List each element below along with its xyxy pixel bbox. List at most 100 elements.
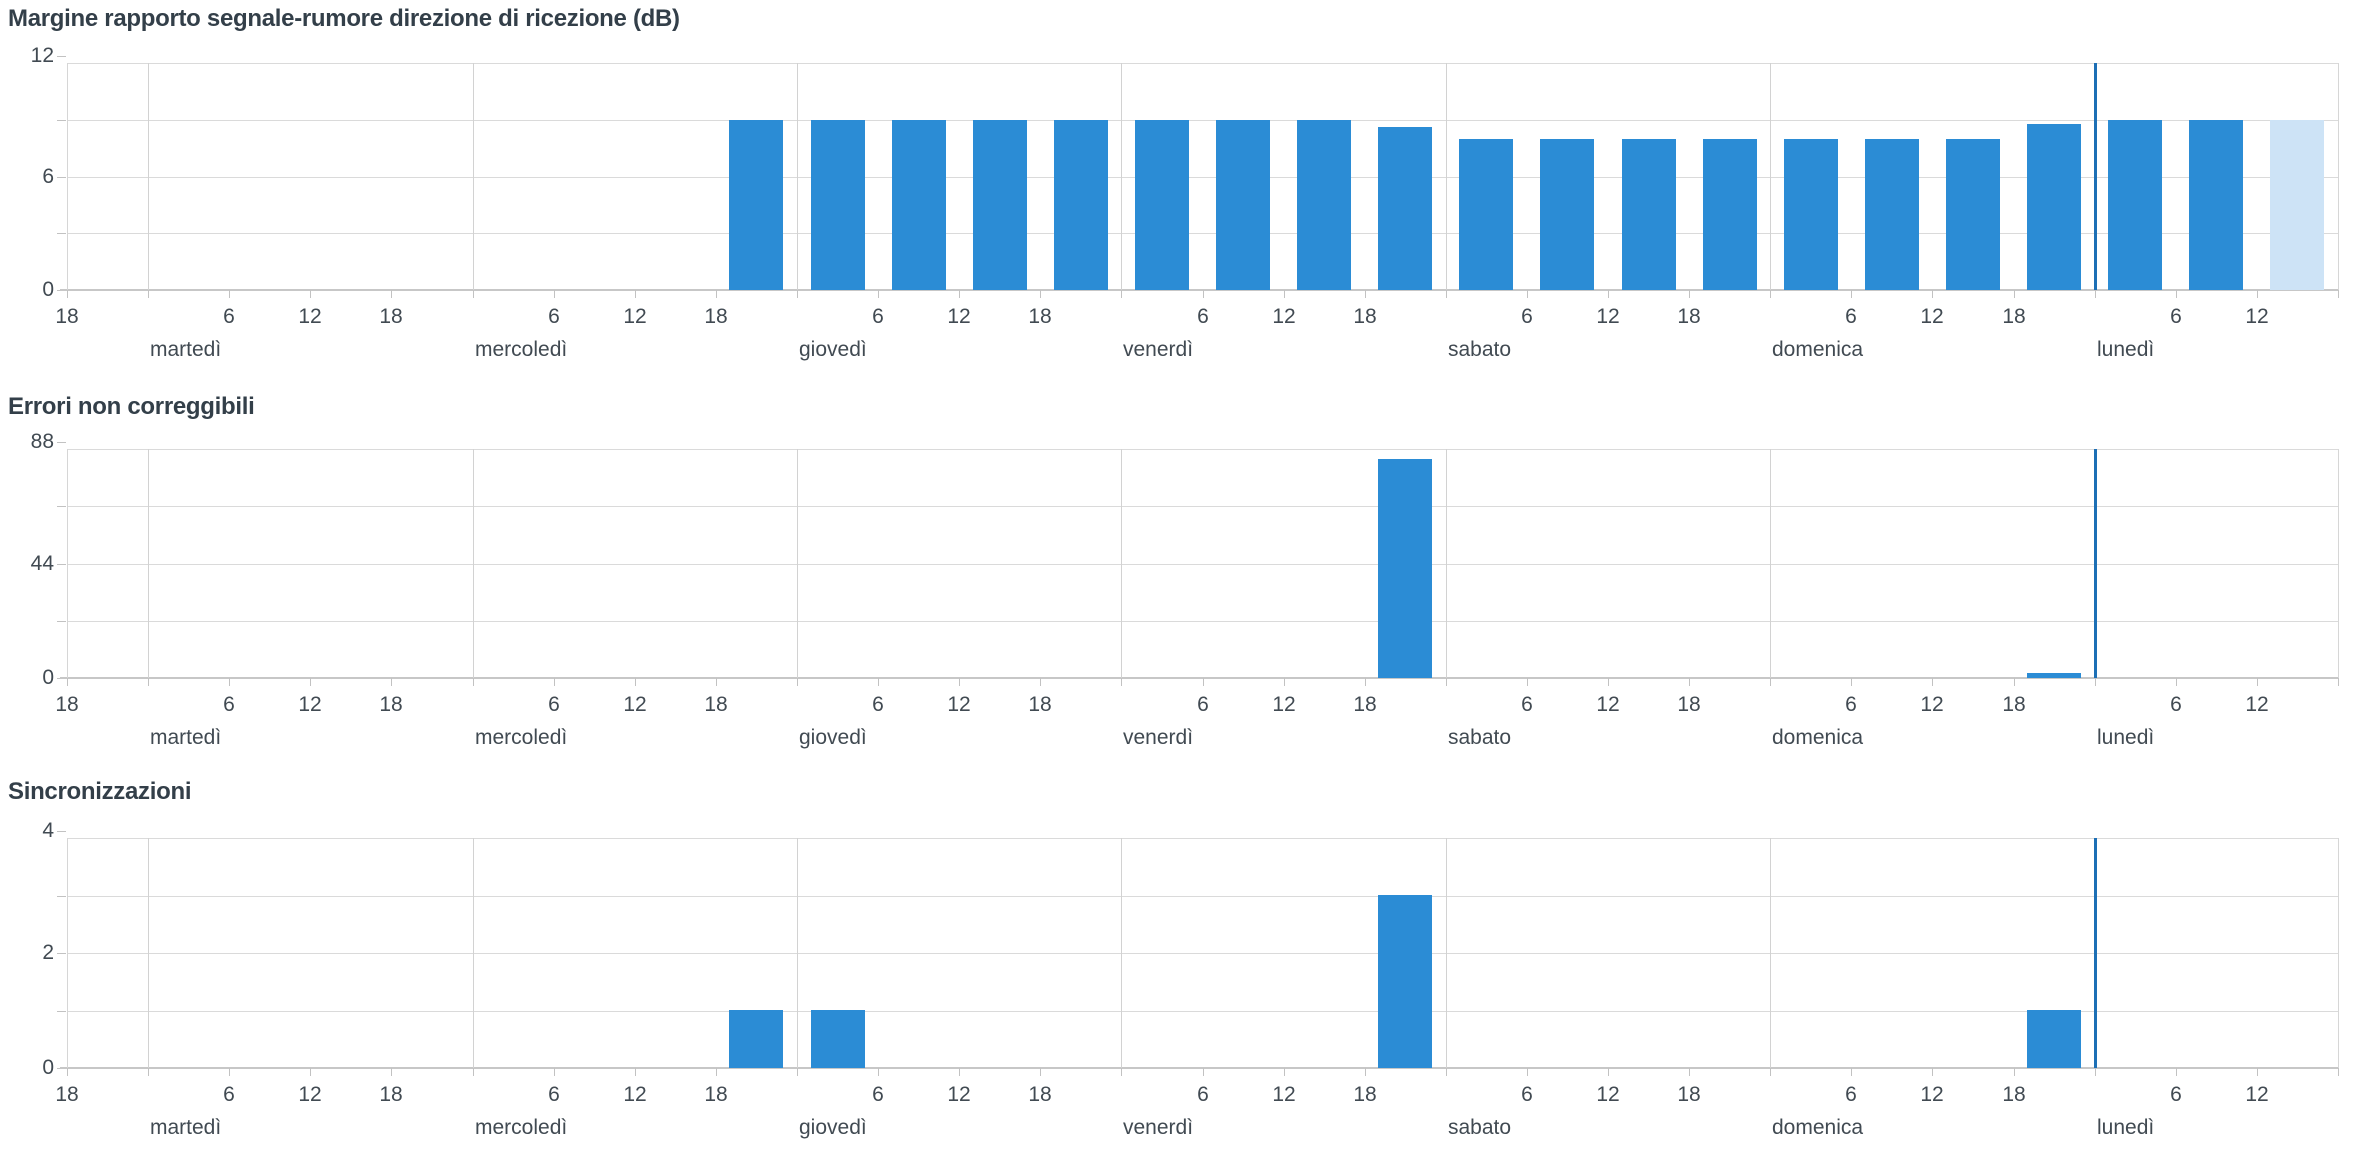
x-tick — [310, 678, 311, 686]
x-tick — [229, 678, 230, 686]
y-tick — [57, 953, 66, 954]
x-tick-label: 12 — [947, 1083, 971, 1106]
x-tick — [959, 678, 960, 686]
x-tick — [1527, 1068, 1528, 1076]
day-label: lunedì — [2097, 1116, 2155, 1139]
x-tick-label: 12 — [298, 1083, 322, 1106]
x-tick — [2176, 1068, 2177, 1076]
x-tick — [2257, 290, 2258, 298]
x-tick — [797, 1068, 798, 1076]
y-tick — [57, 564, 66, 565]
x-tick — [1851, 1068, 1852, 1076]
x-tick-label: 6 — [548, 1083, 560, 1106]
x-tick — [554, 290, 555, 298]
x-tick — [1770, 290, 1771, 298]
y-tick-label: 2 — [42, 941, 54, 964]
x-tick-label: 12 — [1272, 693, 1296, 716]
x-tick — [635, 1068, 636, 1076]
x-tick-label: 12 — [2245, 305, 2269, 328]
x-tick-label: 18 — [2002, 1083, 2026, 1106]
x-tick — [1203, 290, 1204, 298]
y-gridline — [67, 233, 2338, 234]
day-boundary-gridline — [1121, 63, 1122, 298]
bar — [811, 1010, 865, 1068]
bar — [892, 120, 946, 290]
bar — [973, 120, 1027, 290]
day-label: domenica — [1772, 338, 1864, 361]
day-label: giovedì — [799, 338, 867, 361]
bar — [2027, 124, 2081, 290]
x-tick — [1040, 1068, 1041, 1076]
x-tick — [1932, 1068, 1933, 1076]
x-tick-label: 18 — [55, 693, 79, 716]
x-tick — [797, 290, 798, 298]
x-tick — [391, 1068, 392, 1076]
y-tick — [57, 1011, 66, 1012]
x-tick — [148, 1068, 149, 1076]
day-boundary-gridline — [473, 63, 474, 298]
x-tick — [310, 290, 311, 298]
x-tick — [1203, 1068, 1204, 1076]
x-tick — [2338, 678, 2339, 686]
x-tick-label: 12 — [298, 693, 322, 716]
bar — [1135, 120, 1189, 290]
x-tick — [1040, 678, 1041, 686]
x-tick-label: 12 — [1920, 1083, 1944, 1106]
day-label: lunedì — [2097, 338, 2155, 361]
x-tick-label: 12 — [1920, 305, 1944, 328]
y-tick — [57, 506, 66, 507]
x-tick-label: 18 — [1028, 693, 1052, 716]
x-tick — [148, 678, 149, 686]
plot-left-border — [67, 838, 68, 1068]
x-tick — [2338, 290, 2339, 298]
x-tick — [1365, 290, 1366, 298]
day-boundary-gridline — [1770, 449, 1771, 686]
x-tick — [391, 290, 392, 298]
day-boundary-gridline — [1121, 838, 1122, 1076]
y-gridline — [67, 896, 2338, 897]
x-tick-label: 12 — [2245, 693, 2269, 716]
x-tick — [1608, 678, 1609, 686]
x-tick — [1851, 290, 1852, 298]
x-tick — [1284, 1068, 1285, 1076]
day-label: giovedì — [799, 726, 867, 749]
x-tick — [1770, 1068, 1771, 1076]
x-tick — [473, 1068, 474, 1076]
day-label: mercoledì — [475, 338, 568, 361]
x-tick — [1365, 1068, 1366, 1076]
x-tick-label: 18 — [1028, 305, 1052, 328]
y-gridline — [67, 449, 2338, 450]
y-gridline — [67, 564, 2338, 565]
x-tick — [1446, 1068, 1447, 1076]
x-tick — [959, 290, 960, 298]
bar — [1054, 120, 1108, 290]
y-tick — [57, 120, 66, 121]
day-label: sabato — [1448, 726, 1512, 749]
x-tick-label: 18 — [379, 1083, 403, 1106]
x-tick-label: 18 — [1677, 1083, 1701, 1106]
day-label: venerdì — [1123, 338, 1194, 361]
chart-title-uncorrectable-errors: Errori non correggibili — [8, 393, 255, 420]
bar — [729, 1010, 783, 1068]
bar — [729, 120, 783, 290]
bar — [1378, 895, 1432, 1068]
x-tick — [1770, 678, 1771, 686]
x-tick — [1932, 678, 1933, 686]
y-gridline — [67, 953, 2338, 954]
bar — [1297, 120, 1351, 290]
x-tick — [473, 290, 474, 298]
x-tick — [1689, 1068, 1690, 1076]
y-tick — [57, 442, 66, 443]
x-tick — [2176, 290, 2177, 298]
y-tick-label: 0 — [42, 666, 54, 689]
day-label: domenica — [1772, 726, 1864, 749]
x-tick-label: 18 — [1353, 693, 1377, 716]
x-tick — [1527, 290, 1528, 298]
x-tick — [2014, 290, 2015, 298]
x-tick — [1040, 290, 1041, 298]
x-tick — [1689, 290, 1690, 298]
x-tick — [1608, 1068, 1609, 1076]
y-gridline — [67, 120, 2338, 121]
x-tick-label: 18 — [1353, 305, 1377, 328]
x-tick-label: 6 — [2170, 305, 2182, 328]
